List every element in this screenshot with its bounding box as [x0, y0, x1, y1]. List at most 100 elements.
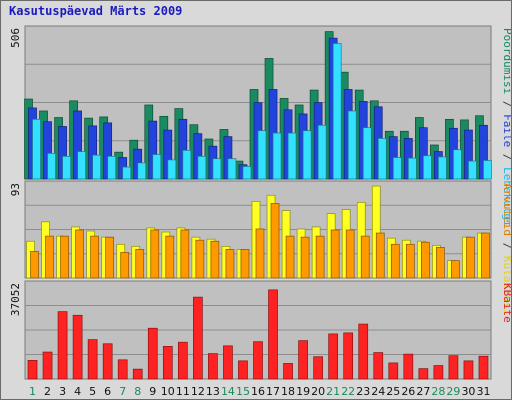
bar-kbaite-14 — [223, 345, 233, 380]
bar-lehekülgi-17 — [272, 132, 282, 180]
bar-lehekülgi-22 — [347, 110, 357, 180]
bar-arvuteid-22 — [345, 229, 355, 279]
bar-kbaite-21 — [328, 333, 339, 380]
bar-lehekülgi-2 — [47, 152, 56, 180]
bar-kbaite-26 — [403, 353, 414, 380]
bar-arvuteid-15 — [240, 249, 250, 279]
bar-lehekülgi-20 — [317, 124, 327, 180]
panel-1-label-part-2: / — [501, 94, 512, 114]
bar-lehekülgi-7 — [122, 166, 132, 180]
bar-lehekülgi-8 — [137, 162, 147, 180]
x-tick-label-16: 16 — [251, 385, 265, 398]
bar-kbaite-17 — [268, 289, 278, 380]
x-tick-label-11: 11 — [176, 385, 190, 398]
bar-kbaite-24 — [373, 352, 384, 380]
bar-arvuteid-3 — [60, 235, 69, 279]
bar-arvuteid-24 — [375, 232, 385, 279]
bar-kbaite-8 — [132, 368, 143, 380]
x-tick-label-22: 22 — [341, 385, 355, 398]
panel-3-ymax-label: 37052 — [9, 283, 22, 316]
panel-1-series-label: Pöördumisi / Faile / Lehekülgi — [501, 28, 512, 227]
x-tick-label-2: 2 — [44, 385, 51, 398]
x-tick-label-17: 17 — [266, 385, 280, 398]
bar-lehekülgi-15 — [242, 166, 252, 180]
bar-kbaite-3 — [57, 311, 68, 380]
bar-arvuteid-13 — [210, 240, 220, 279]
x-tick-label-21: 21 — [326, 385, 340, 398]
bar-kbaite-27 — [418, 368, 429, 380]
bar-lehekülgi-21 — [332, 43, 342, 180]
bar-lehekülgi-23 — [362, 127, 372, 180]
bar-kbaite-4 — [72, 314, 83, 380]
x-tick-label-5: 5 — [89, 385, 96, 398]
panel-3-label-part-1: KBaite — [501, 283, 512, 323]
bar-kbaite-29 — [448, 355, 459, 380]
bar-arvuteid-5 — [90, 235, 100, 279]
bar-arvuteid-1 — [30, 251, 39, 279]
bar-arvuteid-17 — [270, 203, 280, 279]
panel-3: 37052 KBaite — [9, 280, 512, 380]
panel-1-label-part-3: Faile — [501, 114, 512, 147]
bar-kbaite-15 — [238, 360, 248, 380]
bar-lehekülgi-30 — [468, 160, 477, 180]
x-tick-label-8: 8 — [134, 385, 141, 398]
bar-lehekülgi-18 — [287, 132, 297, 180]
panel-1-label-part-4: / — [501, 147, 512, 167]
bar-lehekülgi-26 — [407, 157, 417, 180]
bar-kbaite-11 — [177, 341, 188, 380]
panel-2-series-label: Arvuteid / Külastusi — [501, 183, 512, 315]
bar-lehekülgi-6 — [107, 155, 117, 180]
panel-3-series-label: KBaite — [501, 283, 512, 323]
panel-1-ymax-label: 506 — [9, 28, 22, 48]
panel-1-label-part-1: Pöördumisi — [501, 28, 512, 94]
bar-arvuteid-28 — [436, 247, 445, 279]
bar-arvuteid-31 — [481, 232, 490, 279]
bar-arvuteid-10 — [165, 235, 175, 279]
panel-1: 506 Pöördumisi / Faile / Lehekülgi — [9, 25, 512, 227]
x-tick-label-18: 18 — [281, 385, 295, 398]
bar-kbaite-25 — [388, 362, 399, 380]
x-tick-label-6: 6 — [104, 385, 111, 398]
bar-kbaite-16 — [253, 341, 263, 380]
bar-arvuteid-6 — [105, 236, 115, 279]
bar-kbaite-31 — [478, 355, 489, 380]
bar-lehekülgi-28 — [438, 156, 447, 180]
x-tick-label-25: 25 — [386, 385, 400, 398]
x-tick-label-24: 24 — [371, 385, 385, 398]
panel-2-ymax-label: 93 — [9, 183, 22, 196]
bar-kbaite-13 — [208, 353, 218, 380]
x-tick-label-28: 28 — [431, 385, 445, 398]
x-tick-label-7: 7 — [119, 385, 126, 398]
x-tick-label-23: 23 — [356, 385, 370, 398]
bar-kbaite-6 — [102, 343, 113, 380]
bar-lehekülgi-5 — [92, 154, 102, 180]
x-tick-label-30: 30 — [461, 385, 475, 398]
bar-kbaite-22 — [343, 332, 354, 380]
panel-1-label-part-5: Lehekülgi — [501, 167, 512, 227]
bar-lehekülgi-12 — [197, 155, 207, 180]
bar-kbaite-9 — [147, 327, 158, 380]
x-tick-label-10: 10 — [161, 385, 175, 398]
bar-arvuteid-30 — [466, 236, 475, 279]
bar-arvuteid-21 — [330, 229, 340, 279]
bar-arvuteid-19 — [300, 236, 310, 279]
x-tick-label-14: 14 — [221, 385, 235, 398]
bar-kbaite-30 — [463, 360, 474, 380]
bar-lehekülgi-9 — [152, 154, 162, 180]
bar-arvuteid-11 — [180, 229, 190, 279]
bar-lehekülgi-16 — [257, 130, 267, 180]
bar-arvuteid-4 — [75, 229, 84, 279]
bar-arvuteid-20 — [315, 235, 325, 279]
x-tick-label-3: 3 — [59, 385, 66, 398]
bar-kbaite-7 — [117, 359, 128, 380]
bar-kbaite-12 — [193, 296, 203, 380]
bar-lehekülgi-4 — [77, 151, 86, 180]
bar-kbaite-19 — [298, 340, 308, 380]
bar-kbaite-23 — [358, 323, 369, 380]
panel-2: 93 Arvuteid / Külastusi — [9, 180, 512, 315]
bar-lehekülgi-14 — [227, 158, 237, 180]
panel-2-label-part-2: / — [501, 236, 512, 256]
x-tick-label-27: 27 — [416, 385, 430, 398]
